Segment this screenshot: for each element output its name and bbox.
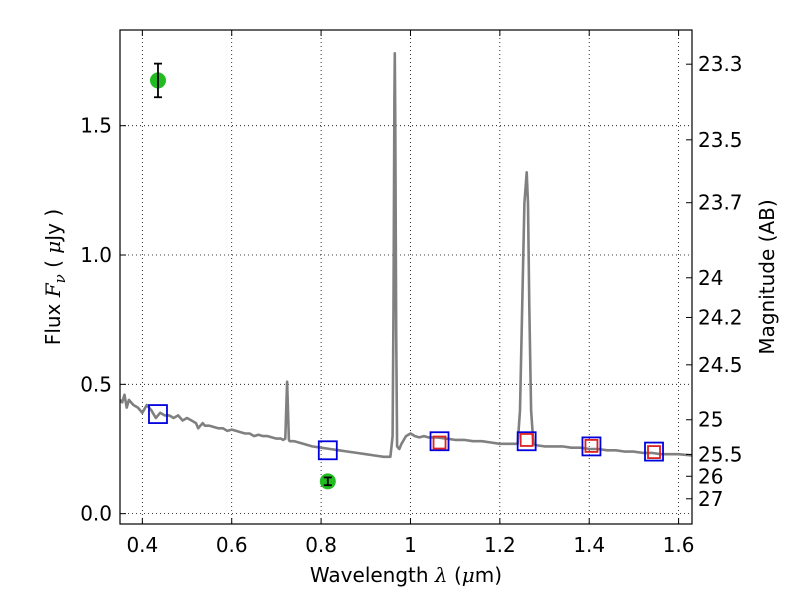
- y2-tick-label: 24: [698, 266, 723, 290]
- y2-tick-label: 23.3: [698, 52, 743, 76]
- photometry-square-marker: [317, 440, 338, 461]
- photometry-square-marker: [581, 436, 602, 457]
- photometry-square-marker: [148, 404, 168, 424]
- x-tick-label: 0.6: [216, 533, 248, 557]
- y-tick-label: 0.0: [80, 502, 112, 526]
- photometry-square-marker: [647, 445, 661, 459]
- y-axis-title: Flux Fν ( μJy ): [41, 209, 69, 345]
- photometry-square-marker: [432, 435, 447, 450]
- x-tick-label: 1.4: [573, 533, 605, 557]
- axis-ticks: 0.4 0.6 0.8 1 1.2 1.4 1.6 0.0 0.5 1.0 1.5 23.3 23.5 2…: [80, 30, 743, 557]
- photometry-square-marker: [519, 433, 534, 447]
- y2-tick-label: 23.5: [698, 128, 743, 152]
- y-tick-label: 1.5: [80, 114, 112, 138]
- x-tick-label: 0.8: [305, 533, 337, 557]
- photometry-square-marker: [584, 438, 599, 453]
- plot-frame: [119, 29, 693, 525]
- y2-tick-label: 23.7: [698, 191, 743, 215]
- plot-area: [120, 51, 692, 490]
- y2-axis-title: Magnitude (AB): [755, 199, 779, 354]
- y2-tick-label: 25.5: [698, 442, 743, 466]
- photometry-square-marker: [429, 431, 450, 452]
- x-tick-label: 1: [404, 533, 417, 557]
- spectrum-line: [120, 51, 692, 459]
- y-tick-label: 0.5: [80, 372, 112, 396]
- y2-tick-label: 27: [698, 487, 723, 511]
- x-axis-title: Wavelength λ (μm): [310, 563, 502, 587]
- photometry-square-marker: [516, 431, 537, 452]
- y-tick-label: 1.0: [80, 243, 112, 267]
- grid-lines: [120, 30, 692, 524]
- photometry-square-marker: [644, 441, 664, 462]
- y2-tick-label: 25: [698, 408, 723, 432]
- plot-data: [120, 51, 692, 490]
- y2-tick-label: 24.2: [698, 305, 743, 329]
- y2-tick-label: 26: [698, 464, 723, 488]
- x-tick-label: 0.4: [126, 533, 158, 557]
- x-tick-label: 1.2: [484, 533, 516, 557]
- y2-tick-label: 24.5: [698, 353, 743, 377]
- x-tick-label: 1.6: [663, 533, 695, 557]
